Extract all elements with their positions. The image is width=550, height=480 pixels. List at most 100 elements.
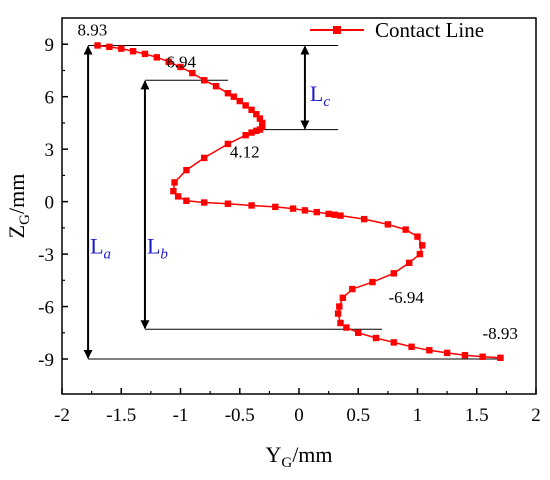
data-point — [479, 353, 486, 360]
point-label: 6.94 — [166, 52, 196, 71]
data-point — [461, 351, 469, 359]
dimension-label-main: L — [90, 233, 103, 258]
data-point — [230, 93, 238, 100]
y-tick-label: 0 — [45, 193, 55, 214]
y-axis-label: ZG/mm — [4, 174, 33, 239]
dimension-label-sub: c — [323, 94, 330, 110]
point-label: 4.12 — [230, 143, 260, 162]
data-point — [183, 197, 190, 204]
legend: Contact Line — [310, 18, 484, 42]
data-point — [253, 110, 260, 118]
y-tick-label: -3 — [38, 245, 54, 266]
x-tick-label: -2 — [54, 405, 70, 426]
plot-frame — [61, 17, 537, 395]
data-point — [272, 203, 279, 211]
data-point — [390, 339, 397, 346]
data-point — [248, 106, 255, 114]
data-point — [419, 242, 426, 249]
y-axis-label-sub: G — [17, 214, 33, 225]
data-point — [212, 83, 220, 90]
data-point — [171, 179, 178, 186]
data-point — [349, 285, 356, 293]
data-point — [406, 259, 413, 267]
data-point — [129, 48, 137, 55]
dimension-label-main: L — [147, 233, 160, 258]
data-point — [153, 54, 160, 61]
data-point — [337, 212, 344, 219]
x-tick-label: 1.5 — [465, 405, 489, 426]
data-point — [402, 226, 409, 233]
dimension-label-b: Lb — [147, 233, 168, 262]
data-point — [426, 347, 433, 354]
data-point — [118, 45, 125, 52]
data-point — [170, 187, 177, 195]
data-point — [256, 115, 264, 122]
x-tick-label: 1 — [413, 405, 423, 426]
point-label: -6.94 — [388, 288, 424, 307]
data-point — [174, 193, 182, 200]
data-point — [224, 140, 232, 148]
data-point — [94, 42, 101, 49]
data-point — [416, 250, 424, 258]
data-point — [372, 334, 380, 342]
data-point — [259, 119, 266, 127]
data-point — [256, 126, 264, 133]
dimension-label-a: La — [90, 233, 111, 262]
data-point — [360, 215, 368, 223]
y-tick-label: -6 — [38, 298, 54, 319]
data-point — [248, 129, 255, 136]
data-point — [141, 50, 149, 58]
data-series — [94, 42, 504, 361]
x-tick-label: 2 — [531, 405, 541, 426]
point-label: -8.93 — [482, 324, 517, 343]
data-point — [224, 200, 232, 207]
x-tick-label: -1 — [173, 405, 189, 426]
x-axis-label-unit: /mm — [292, 442, 332, 467]
y-axis-label-main: Z — [4, 225, 29, 238]
data-point — [201, 199, 208, 206]
data-point — [336, 303, 343, 310]
data-point — [248, 202, 255, 209]
data-point — [106, 43, 113, 51]
data-point — [253, 127, 260, 134]
data-point — [337, 319, 344, 327]
y-tick-label: 6 — [45, 88, 55, 109]
point-labels: 8.93 6.94 4.12 -6.94 -8.93 — [78, 20, 518, 342]
data-point — [390, 270, 397, 277]
x-tick-label: 0.5 — [346, 405, 370, 426]
y-tick-label: 9 — [45, 35, 55, 56]
series-line-contact-line — [97, 44, 501, 359]
dimension-label-sub: b — [160, 246, 168, 262]
data-point — [313, 208, 320, 216]
data-point — [301, 207, 309, 214]
data-point — [325, 210, 332, 218]
reference-lines — [88, 44, 501, 360]
data-point — [242, 131, 249, 139]
data-point — [224, 90, 232, 97]
point-label: 8.93 — [78, 20, 108, 39]
data-point — [242, 102, 249, 109]
x-axis-label-main: Y — [265, 442, 281, 467]
data-point — [334, 310, 342, 317]
data-point — [443, 349, 451, 357]
legend-marker-swatch — [333, 26, 341, 34]
dimension-label-sub: a — [104, 246, 112, 262]
data-point — [183, 166, 190, 174]
y-axis: -9 -6 -3 0 3 6 9 — [38, 35, 68, 371]
x-axis: -2 -1.5 -1 -0.5 0 0.5 1 1.5 2 — [54, 388, 541, 426]
dimension-label-c: Lc — [310, 81, 330, 110]
dimension-label-main: L — [310, 81, 323, 106]
x-tick-label: -0.5 — [225, 405, 255, 426]
data-point — [343, 324, 350, 331]
data-point — [289, 205, 297, 212]
data-point — [236, 97, 243, 105]
data-point — [165, 58, 172, 65]
data-point — [369, 278, 376, 286]
x-axis-label: YG/mm — [265, 442, 332, 471]
x-axis-label-sub: G — [281, 455, 292, 471]
data-point — [408, 343, 415, 350]
x-tick-label: 0 — [294, 405, 304, 426]
data-point — [201, 154, 208, 162]
